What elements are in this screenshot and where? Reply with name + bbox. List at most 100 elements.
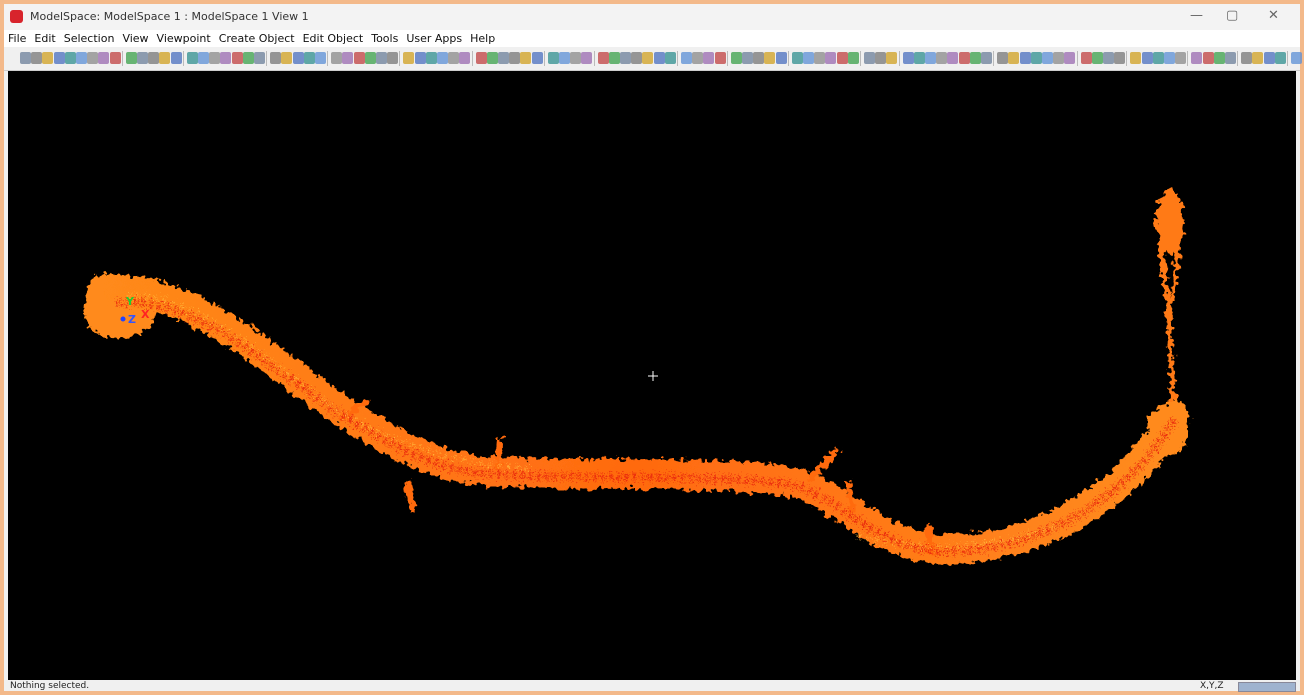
toolbar-button[interactable] [315,52,326,64]
toolbar-button[interactable] [825,52,836,64]
toolbar-button[interactable] [837,52,848,64]
toolbar-button[interactable] [715,52,726,64]
toolbar-button[interactable] [448,52,459,64]
menu-item[interactable]: Selection [60,30,119,45]
toolbar-button[interactable] [376,52,387,64]
toolbar-button[interactable] [403,52,414,64]
toolbar-button[interactable] [598,52,609,64]
3d-viewport[interactable]: Y Z X [8,71,1296,680]
toolbar-button[interactable] [620,52,631,64]
toolbar-button[interactable] [886,52,897,64]
toolbar-button[interactable] [1225,52,1236,64]
toolbar-button[interactable] [703,52,714,64]
menu-item[interactable]: Viewpoint [153,30,215,45]
toolbar-button[interactable] [365,52,376,64]
toolbar-button[interactable] [776,52,787,64]
toolbar-button[interactable] [764,52,775,64]
toolbar-button[interactable] [609,52,620,64]
menu-item[interactable]: Edit [30,30,59,45]
close-button[interactable]: ✕ [1268,8,1279,23]
toolbar-button[interactable] [753,52,764,64]
toolbar-button[interactable] [426,52,437,64]
toolbar-button[interactable] [1264,52,1275,64]
toolbar-button[interactable] [1092,52,1103,64]
toolbar-button[interactable] [1103,52,1114,64]
toolbar-button[interactable] [54,52,65,64]
toolbar-button[interactable] [814,52,825,64]
toolbar-button[interactable] [76,52,87,64]
toolbar-button[interactable] [742,52,753,64]
toolbar-button[interactable] [1275,52,1286,64]
toolbar-button[interactable] [270,52,281,64]
toolbar-button[interactable] [581,52,592,64]
toolbar-button[interactable] [681,52,692,64]
toolbar-button[interactable] [936,52,947,64]
toolbar-button[interactable] [459,52,470,64]
maximize-button[interactable]: ▢ [1226,8,1238,23]
toolbar-button[interactable] [1203,52,1214,64]
toolbar-button[interactable] [281,52,292,64]
toolbar-button[interactable] [1153,52,1164,64]
toolbar-button[interactable] [304,52,315,64]
toolbar-button[interactable] [1241,52,1252,64]
toolbar-button[interactable] [947,52,958,64]
menu-item[interactable]: View [118,30,152,45]
toolbar-button[interactable] [137,52,148,64]
toolbar-button[interactable] [875,52,886,64]
toolbar-button[interactable] [959,52,970,64]
toolbar-button[interactable] [126,52,137,64]
toolbar-button[interactable] [415,52,426,64]
toolbar-button[interactable] [437,52,448,64]
menu-item[interactable]: File [4,30,30,45]
toolbar-button[interactable] [42,52,53,64]
menu-item[interactable]: Create Object [215,30,299,45]
toolbar-button[interactable] [981,52,992,64]
toolbar-button[interactable] [110,52,121,64]
toolbar-button[interactable] [1064,52,1075,64]
toolbar-button[interactable] [498,52,509,64]
toolbar-button[interactable] [903,52,914,64]
toolbar-button[interactable] [1008,52,1019,64]
toolbar-button[interactable] [848,52,859,64]
toolbar-button[interactable] [1252,52,1263,64]
toolbar-button[interactable] [171,52,182,64]
menu-item[interactable]: Tools [367,30,402,45]
toolbar-button[interactable] [87,52,98,64]
toolbar-button[interactable] [792,52,803,64]
toolbar-button[interactable] [803,52,814,64]
toolbar-button[interactable] [209,52,220,64]
toolbar-button[interactable] [1191,52,1202,64]
toolbar-button[interactable] [31,52,42,64]
toolbar-button[interactable] [970,52,981,64]
toolbar-button[interactable] [98,52,109,64]
toolbar-button[interactable] [1142,52,1153,64]
toolbar-button[interactable] [642,52,653,64]
toolbar-button[interactable] [864,52,875,64]
toolbar-button[interactable] [220,52,231,64]
toolbar-button[interactable] [20,52,31,64]
toolbar-button[interactable] [731,52,742,64]
toolbar-button[interactable] [1130,52,1141,64]
toolbar-button[interactable] [1164,52,1175,64]
toolbar-button[interactable] [65,52,76,64]
toolbar-button[interactable] [1291,52,1302,64]
toolbar-button[interactable] [1214,52,1225,64]
toolbar-button[interactable] [354,52,365,64]
toolbar-button[interactable] [342,52,353,64]
toolbar-button[interactable] [520,52,531,64]
toolbar-button[interactable] [232,52,243,64]
toolbar-button[interactable] [1081,52,1092,64]
toolbar-button[interactable] [1175,52,1186,64]
toolbar-button[interactable] [548,52,559,64]
toolbar-button[interactable] [331,52,342,64]
toolbar-button[interactable] [293,52,304,64]
toolbar-button[interactable] [509,52,520,64]
toolbar-button[interactable] [387,52,398,64]
toolbar-button[interactable] [665,52,676,64]
toolbar-button[interactable] [1114,52,1125,64]
minimize-button[interactable]: — [1190,8,1203,23]
toolbar-button[interactable] [148,52,159,64]
toolbar-button[interactable] [476,52,487,64]
toolbar-button[interactable] [1042,52,1053,64]
menu-item[interactable]: Help [466,30,499,45]
